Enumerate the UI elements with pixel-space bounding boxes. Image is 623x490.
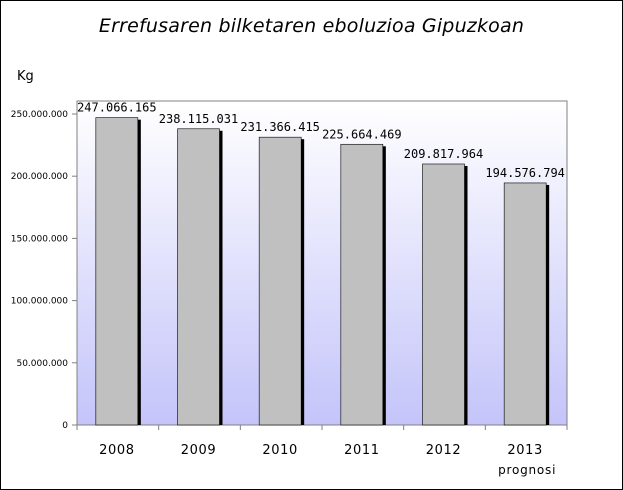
bar-2010: [258, 136, 302, 426]
y-tick-label: 100.000.000: [11, 297, 69, 307]
bar-2012: [422, 163, 465, 426]
y-axis-unit-label: Kg: [17, 69, 34, 84]
category-label-2009: 2009: [181, 443, 216, 458]
bar-2013: [503, 182, 547, 426]
y-tick-label: 150.000.000: [11, 234, 69, 244]
y-tick-label: 200.000.000: [11, 172, 69, 182]
y-tick-label: 250.000.000: [11, 110, 69, 120]
category-note-2013: prognosi: [498, 463, 556, 477]
bar-2008: [95, 117, 139, 426]
data-label-2009: 238.115.031: [159, 112, 238, 126]
data-label-2012: 209.817.964: [404, 147, 483, 161]
chart-title: Errefusaren bilketaren eboluzioa Gipuzko…: [98, 15, 525, 37]
category-label-2013: 2013: [507, 443, 542, 458]
data-label-2011: 225.664.469: [322, 127, 401, 141]
data-label-2013: 194.576.794: [485, 166, 564, 180]
plot-area: [76, 100, 568, 426]
category-label-2011: 2011: [344, 443, 379, 458]
y-tick-label: 0: [62, 421, 68, 431]
category-label-2012: 2012: [426, 443, 461, 458]
category-label-2008: 2008: [99, 443, 134, 458]
y-tick-label: 50.000.000: [16, 359, 68, 369]
bar-2009: [177, 128, 220, 426]
data-label-2008: 247.066.165: [77, 101, 156, 115]
bar-2011: [340, 143, 384, 426]
category-label-2010: 2010: [262, 443, 297, 458]
data-label-2010: 231.366.415: [240, 120, 319, 134]
